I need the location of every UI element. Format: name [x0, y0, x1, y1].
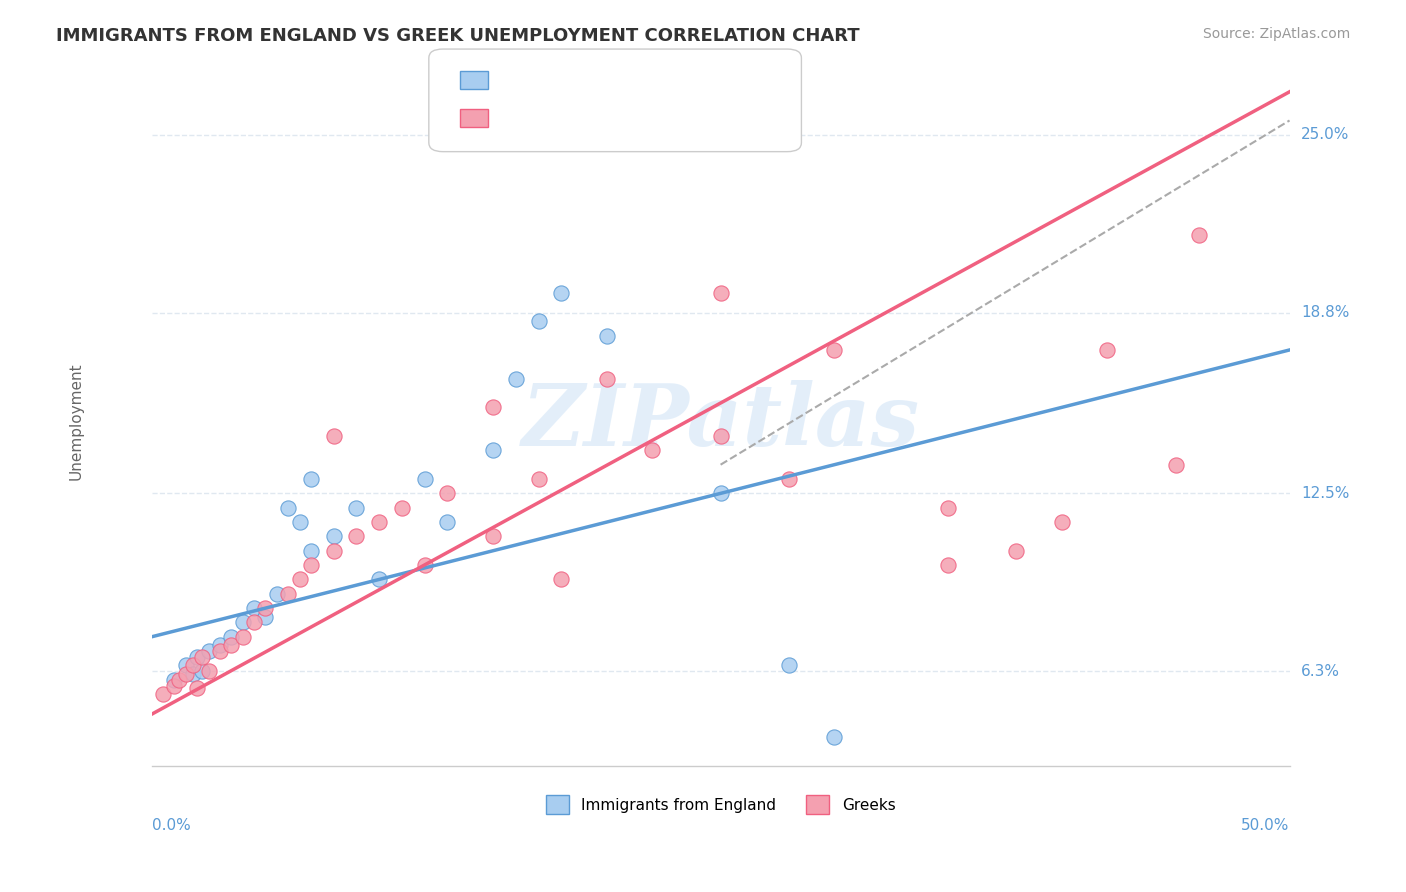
Point [219, 630, 242, 644]
Text: N = 41: N = 41 [675, 110, 728, 124]
Point [322, 543, 344, 558]
Point [346, 500, 368, 515]
Point [152, 687, 174, 701]
Point [413, 558, 436, 573]
Point [550, 285, 572, 300]
Point [936, 558, 959, 573]
Point [181, 658, 204, 673]
Text: R = 0.316: R = 0.316 [496, 72, 574, 87]
Point [1005, 543, 1028, 558]
Point [288, 515, 311, 529]
Point [436, 486, 458, 500]
Point [550, 573, 572, 587]
Point [243, 601, 266, 615]
Point [778, 658, 800, 673]
Point [254, 609, 277, 624]
Point [232, 630, 254, 644]
Text: 50.0%: 50.0% [1241, 818, 1289, 832]
Point [596, 328, 619, 343]
Point [505, 371, 527, 385]
Point [163, 679, 186, 693]
Text: 12.5%: 12.5% [1301, 486, 1350, 501]
Point [197, 644, 219, 658]
Point [190, 664, 212, 678]
Point [710, 486, 733, 500]
Text: 0.0%: 0.0% [152, 818, 190, 832]
Point [322, 529, 344, 543]
Point [208, 644, 231, 658]
Point [823, 730, 845, 744]
Point [254, 601, 277, 615]
Point [288, 573, 311, 587]
Legend: Immigrants from England, Greeks: Immigrants from England, Greeks [540, 789, 901, 821]
Text: R = 0.736: R = 0.736 [496, 110, 574, 124]
Text: ZIPatlas: ZIPatlas [522, 380, 920, 464]
Point [299, 472, 322, 486]
Point [1097, 343, 1119, 357]
Point [266, 587, 288, 601]
Point [413, 472, 436, 486]
Point [596, 371, 619, 385]
Point [368, 515, 391, 529]
Point [174, 667, 197, 681]
Point [368, 573, 391, 587]
Point [186, 681, 208, 696]
Point [219, 639, 242, 653]
Point [1050, 515, 1073, 529]
Text: N = 29: N = 29 [675, 72, 728, 87]
Text: Source: ZipAtlas.com: Source: ZipAtlas.com [1202, 27, 1350, 41]
Point [527, 314, 550, 328]
Point [482, 443, 505, 458]
Point [482, 529, 505, 543]
Point [174, 658, 197, 673]
Point [527, 472, 550, 486]
Point [232, 615, 254, 630]
Point [299, 543, 322, 558]
Point [167, 673, 190, 687]
Point [243, 615, 266, 630]
Point [936, 500, 959, 515]
Point [277, 587, 299, 601]
Point [391, 500, 413, 515]
Point [322, 429, 344, 443]
Text: 6.3%: 6.3% [1301, 664, 1340, 679]
Point [197, 664, 219, 678]
Point [299, 558, 322, 573]
Text: 25.0%: 25.0% [1301, 128, 1350, 143]
Point [596, 99, 619, 113]
Point [163, 673, 186, 687]
Point [710, 429, 733, 443]
Point [277, 500, 299, 515]
Text: 18.8%: 18.8% [1301, 305, 1350, 320]
Point [208, 639, 231, 653]
Point [482, 401, 505, 415]
Text: IMMIGRANTS FROM ENGLAND VS GREEK UNEMPLOYMENT CORRELATION CHART: IMMIGRANTS FROM ENGLAND VS GREEK UNEMPLO… [56, 27, 860, 45]
Point [346, 529, 368, 543]
Point [1164, 458, 1187, 472]
Point [186, 649, 208, 664]
Point [710, 285, 733, 300]
Point [436, 515, 458, 529]
Point [823, 343, 845, 357]
Point [778, 472, 800, 486]
Point [641, 443, 664, 458]
Point [181, 667, 204, 681]
Point [1187, 228, 1209, 243]
Point [190, 649, 212, 664]
Text: Unemployment: Unemployment [69, 363, 83, 481]
